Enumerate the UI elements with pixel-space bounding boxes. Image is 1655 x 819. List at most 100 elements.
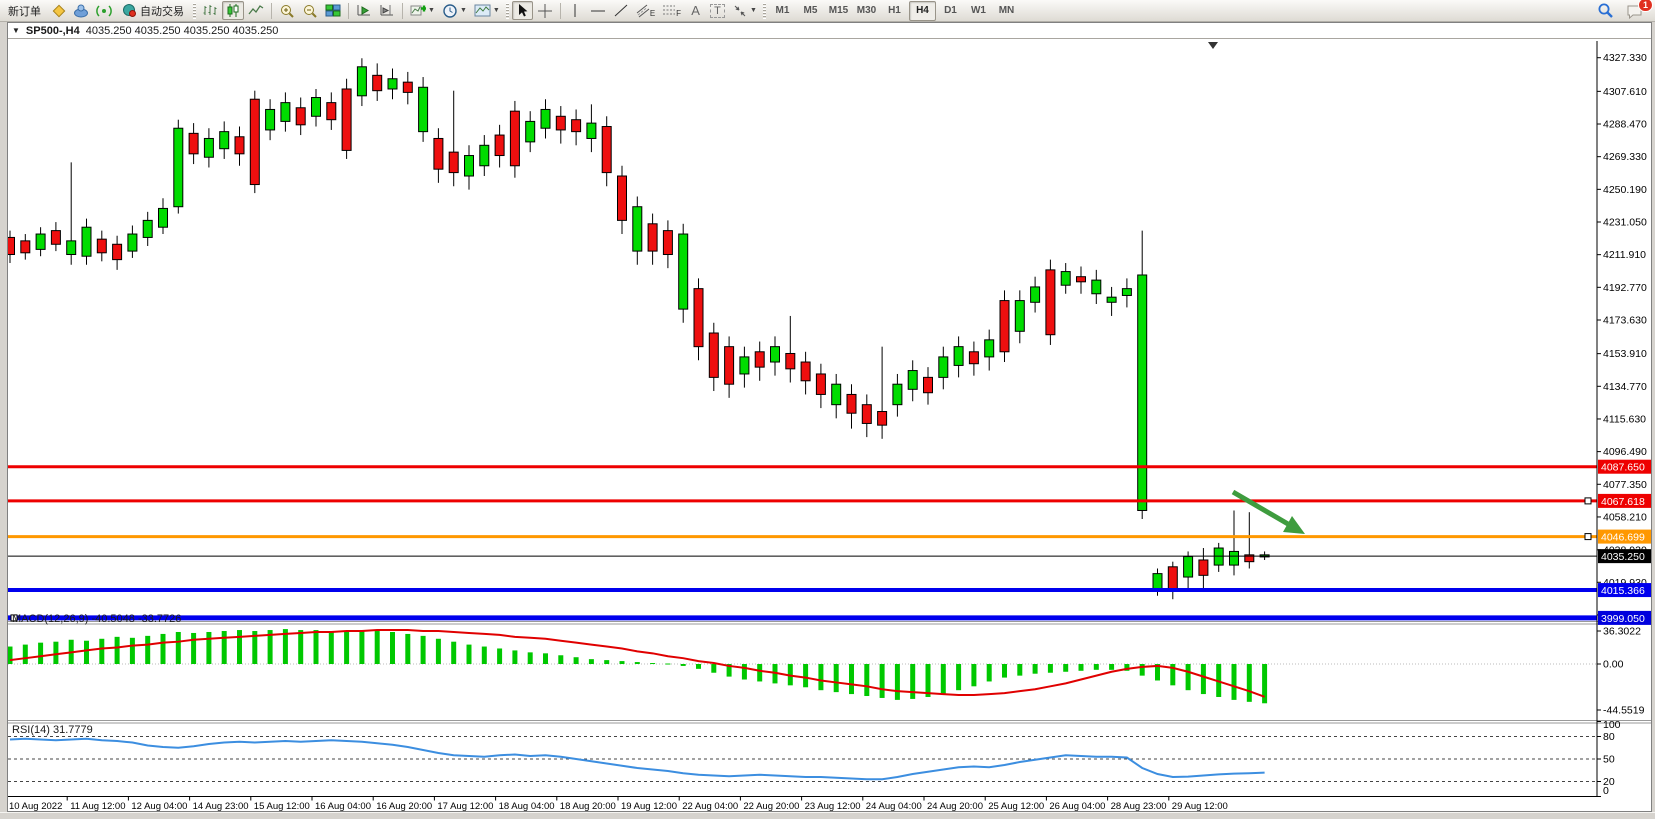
candle-body [433, 137, 444, 170]
one-click-trading-toggle-icon[interactable]: ▼ [12, 26, 20, 35]
candle-body [846, 393, 857, 414]
macd-histogram-bar [1262, 664, 1268, 704]
cursor-tool-button[interactable] [511, 1, 533, 20]
zoom-out-button[interactable] [299, 1, 321, 20]
chart-shift-button[interactable] [376, 1, 398, 20]
arrows-tool-button[interactable]: ▼ [729, 1, 760, 20]
line-selection-handle[interactable] [1584, 497, 1592, 505]
cursor-icon [519, 4, 528, 17]
candle-body [770, 346, 780, 363]
macd-histogram-bar [390, 631, 395, 664]
price-level-badge [1598, 549, 1651, 564]
tile-windows-button[interactable] [322, 1, 344, 20]
timeframe-m30[interactable]: M30 [856, 5, 877, 16]
axis-label: 26 Aug 04:00 [1049, 801, 1105, 811]
timeframe-w1[interactable]: W1 [970, 5, 986, 16]
zoom-in-button[interactable] [276, 1, 298, 20]
candle-body [295, 107, 306, 126]
horizontal-line-tool-button[interactable] [587, 1, 609, 20]
candle-body [586, 122, 597, 139]
axis-label: 14 Aug 23:00 [193, 801, 249, 811]
channel-tool-button[interactable]: E [633, 1, 658, 20]
text-label-tool-button[interactable]: T [707, 1, 728, 20]
macd-histogram-bar [129, 637, 135, 664]
line-selection-handle[interactable] [1584, 533, 1592, 541]
candle-body [892, 383, 903, 406]
candle-body [387, 78, 398, 90]
timeframe-m1[interactable]: M1 [775, 5, 790, 16]
crosshair-tool-button[interactable] [534, 1, 556, 20]
down-arrow-annotation[interactable] [1231, 489, 1290, 527]
candle-body [249, 98, 260, 186]
window-right-edge [1652, 22, 1655, 812]
signals-button[interactable] [93, 1, 115, 20]
axis-label: 4096.490 [1603, 446, 1647, 458]
templates-button[interactable]: ▼ [471, 1, 503, 20]
chart-shift-marker-icon[interactable] [1208, 42, 1218, 49]
axis-label: 4327.330 [1603, 52, 1647, 64]
fibonacci-letter: F [676, 9, 682, 18]
macd-histogram-bar [925, 664, 931, 697]
macd-histogram-bar [145, 635, 151, 664]
vertical-line-tool-button[interactable] [565, 1, 586, 20]
macd-histogram-bar [619, 661, 625, 664]
macd-histogram-bar [696, 664, 701, 669]
timeframe-h1[interactable]: H1 [888, 5, 901, 16]
bar-chart-mode-button[interactable] [199, 1, 221, 20]
market-watch-icon-button[interactable] [48, 1, 69, 20]
macd-histogram-bar [741, 664, 747, 680]
candle-chart-mode-button[interactable] [222, 1, 244, 20]
timeframe-group: M1 M5 M15 M30 H1 H4 D1 W1 MN [769, 0, 1020, 21]
chart-canvas[interactable]: 4327.330 4307.610 4288.470 4269.330 4250.190… [8, 39, 1651, 811]
macd-histogram-bar [833, 664, 839, 693]
macd-histogram-bar [114, 636, 120, 664]
axis-label: 22 Aug 20:00 [743, 801, 799, 811]
timeframe-m5[interactable]: M5 [803, 5, 818, 16]
indicators-button[interactable]: ▼ [407, 1, 438, 20]
axis-label: 4231.050 [1603, 217, 1647, 229]
axis-label: 22 Aug 04:00 [682, 801, 738, 811]
chevron-down-icon: ▼ [492, 7, 500, 14]
trendline-tool-button[interactable] [610, 1, 632, 20]
candle-body [1152, 573, 1163, 590]
axis-label: 4192.770 [1603, 282, 1647, 294]
timeframe-m15[interactable]: M15 [828, 5, 849, 16]
axis-label: 4250.190 [1603, 184, 1647, 196]
search-button[interactable] [1594, 1, 1617, 20]
candle-body [724, 346, 735, 385]
tile-windows-icon [325, 4, 341, 17]
candle-body [8, 236, 15, 256]
macd-histogram-bar [282, 629, 288, 664]
periods-button[interactable]: ▼ [439, 1, 470, 20]
candle-body [877, 411, 888, 426]
chevron-down-icon: ▼ [428, 7, 435, 14]
axis-label: 24 Aug 04:00 [866, 801, 922, 811]
candle-body [1014, 300, 1025, 332]
line-selection-handle[interactable] [10, 614, 18, 622]
timeframe-d1[interactable]: D1 [944, 5, 957, 16]
axis-label: 4077.350 [1603, 479, 1647, 491]
macd-histogram-bar [313, 630, 319, 664]
auto-trading-button[interactable]: 自动交易 [116, 1, 190, 20]
candle-body [632, 206, 643, 252]
axis-label: 4087.650 [1601, 462, 1645, 474]
zoom-in-icon [281, 4, 294, 18]
new-order-button[interactable]: 新订单 [8, 5, 41, 18]
candle-body [1167, 566, 1178, 590]
timeframe-mn[interactable]: MN [998, 5, 1015, 16]
axis-label: 25 Aug 12:00 [988, 801, 1044, 811]
macd-histogram-bar [1063, 664, 1069, 672]
rsi-line [9, 737, 1265, 781]
line-chart-mode-button[interactable] [245, 1, 267, 20]
fibonacci-tool-button[interactable]: F [659, 1, 684, 20]
candle-body [984, 339, 995, 358]
auto-scroll-button[interactable] [353, 1, 375, 20]
notifications-button[interactable]: 1 [1623, 0, 1653, 20]
chart-ohlc-readout: 4035.250 4035.250 4035.250 4035.250 [85, 24, 279, 37]
timeframe-h4[interactable]: H4 [908, 0, 936, 21]
text-tool-button[interactable]: A [685, 1, 706, 20]
candle-body [662, 230, 673, 256]
candle-body [96, 238, 107, 254]
profiles-button[interactable] [70, 1, 92, 20]
